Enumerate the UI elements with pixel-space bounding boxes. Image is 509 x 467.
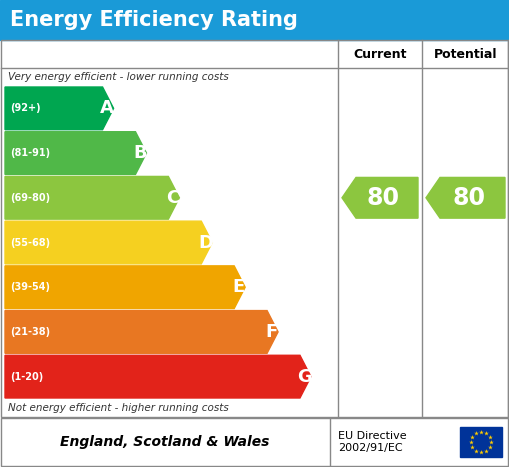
Text: (55-68): (55-68) xyxy=(10,238,50,248)
Text: Very energy efficient - lower running costs: Very energy efficient - lower running co… xyxy=(8,72,229,82)
Polygon shape xyxy=(5,132,147,175)
Text: 80: 80 xyxy=(453,186,486,210)
Text: E: E xyxy=(233,278,245,296)
Bar xyxy=(0,0,509,40)
Text: B: B xyxy=(133,144,147,162)
Bar xyxy=(1,418,508,466)
Text: Current: Current xyxy=(353,48,407,61)
Text: (69-80): (69-80) xyxy=(10,193,50,203)
Text: F: F xyxy=(266,323,278,341)
Polygon shape xyxy=(5,311,278,354)
Bar xyxy=(460,427,502,457)
Text: Potential: Potential xyxy=(434,48,497,61)
Polygon shape xyxy=(5,221,212,264)
Text: (21-38): (21-38) xyxy=(10,327,50,337)
Text: A: A xyxy=(100,99,114,117)
Text: (39-54): (39-54) xyxy=(10,282,50,292)
Polygon shape xyxy=(5,266,245,309)
Text: Energy Efficiency Rating: Energy Efficiency Rating xyxy=(10,10,298,30)
Text: D: D xyxy=(199,234,213,252)
Text: Not energy efficient - higher running costs: Not energy efficient - higher running co… xyxy=(8,403,229,413)
Polygon shape xyxy=(426,177,505,218)
Bar xyxy=(1,40,508,417)
Polygon shape xyxy=(5,177,179,219)
Text: 80: 80 xyxy=(367,186,400,210)
Polygon shape xyxy=(5,87,114,130)
Text: G: G xyxy=(297,368,312,386)
Text: (81-91): (81-91) xyxy=(10,148,50,158)
Text: C: C xyxy=(166,189,180,207)
Polygon shape xyxy=(342,177,418,218)
Text: (1-20): (1-20) xyxy=(10,372,43,382)
Text: (92+): (92+) xyxy=(10,103,41,113)
Polygon shape xyxy=(5,355,311,398)
Text: England, Scotland & Wales: England, Scotland & Wales xyxy=(60,435,270,449)
Text: EU Directive
2002/91/EC: EU Directive 2002/91/EC xyxy=(338,431,407,453)
